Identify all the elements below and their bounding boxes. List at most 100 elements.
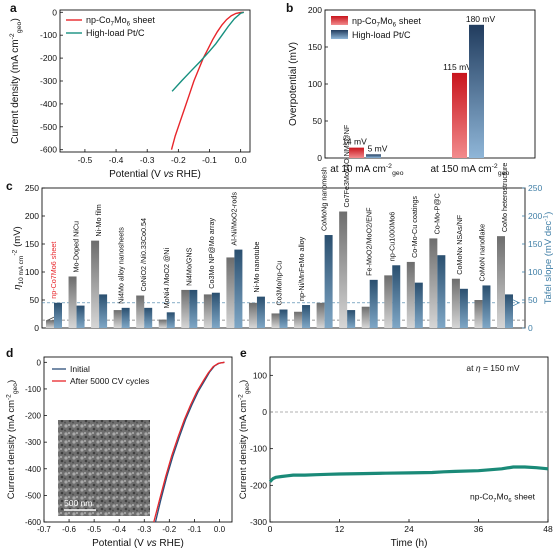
legend-label-after: After 5000 CV cycles (70, 376, 149, 386)
bar-tafel (505, 294, 513, 328)
y-tick-label-right: 0 (528, 323, 533, 333)
y-tick-label: 50 (313, 116, 323, 126)
y-tick-label-left: 100 (25, 267, 39, 277)
bar-overpotential (248, 302, 257, 328)
y-tick-label: 0 (37, 358, 42, 367)
bar-overpotential (203, 294, 212, 328)
bar-tafel (211, 292, 220, 328)
bar-tafel (279, 309, 288, 328)
y-axis-label: Current density (mA cm-2 geo ) (9, 18, 23, 144)
bar-overpotential (226, 257, 235, 328)
panel-c: c 0 0 50 50 100 100 150 150 200 200 250 250 np-Co7Mo6… (6, 124, 554, 333)
bar-tafel (256, 296, 265, 328)
y-axis-label-left: η10 mA cm -2 (mV) (11, 226, 24, 289)
x-tick-label: 0.0 (235, 155, 247, 165)
bar-overpotential (339, 211, 348, 328)
series-line-stability (268, 465, 549, 483)
bar-tafel (234, 249, 243, 328)
y-tick-label-left: 50 (30, 295, 40, 305)
series-line-pt (171, 11, 244, 92)
bar-tafel (121, 307, 130, 328)
y-tick-label: 100 (253, 370, 267, 380)
y-tick-label-right: 100 (528, 267, 542, 277)
category-label: MoNi4 /MoO2 @Ni (162, 248, 171, 309)
x-tick-label: 36 (474, 524, 484, 534)
y-tick-label: 0 (262, 407, 267, 417)
bar-overpotential (429, 238, 438, 328)
series-line-init (154, 361, 225, 523)
y-tick-label: -500 (25, 491, 42, 500)
y-tick-label: -200 (250, 480, 267, 490)
y-tick-label-right: 50 (528, 295, 538, 305)
series-label: np-Co7 Mo6 sheet (470, 491, 536, 504)
category-label: CoMoNx NSAs/NF (455, 214, 464, 275)
panel-b: b 0 50 100 150 200 Overpotential (mV) 14 mV5 mV… (286, 1, 536, 177)
bar-overpotential (497, 236, 505, 328)
y-tick-label: 200 (308, 5, 322, 15)
bar-tafel (369, 279, 378, 328)
y-tick-label-left: 200 (25, 211, 39, 221)
bar-tafel (76, 305, 85, 328)
x-tick-label: 0.0 (214, 525, 226, 534)
x-tick-label: -0.3 (140, 155, 155, 165)
y-tick-label-left: 0 (34, 323, 39, 333)
legend-label-np: np-Co7 Mo6 sheet (352, 16, 421, 29)
y-tick-label: -200 (25, 412, 42, 421)
category-label: Ni-Mo nanotube (252, 241, 261, 292)
bar-overpotential (91, 240, 100, 328)
bar-overpotential (384, 275, 393, 328)
panel-letter-d: d (6, 346, 13, 360)
bar-overpotential (271, 313, 280, 328)
bar-overpotential (361, 306, 370, 328)
y-tick-label: -300 (250, 517, 267, 527)
bar-overpotential (451, 278, 460, 328)
bar-value-label: 180 mV (466, 14, 496, 24)
group-label: at 10 mA cm-2 geo (330, 163, 404, 177)
y-tick-label: -500 (40, 122, 57, 132)
legend-label-np: np-Co7 Mo6 sheet (86, 15, 155, 28)
bar-tafel (166, 312, 175, 328)
category-label: CoMo heterostructure (500, 163, 509, 233)
y-tick-label-left: 150 (25, 239, 39, 249)
category-label: Co-Mo-P@C (432, 193, 441, 234)
y-tick-label: 0 (52, 7, 57, 17)
y-tick-label: -600 (40, 145, 57, 155)
category-label: Al-Ni/MoO2-rods (229, 192, 238, 246)
legend-label-pt: High-load Pt/C (352, 30, 411, 40)
x-tick-label: -0.1 (188, 525, 202, 534)
x-tick-label: -0.1 (202, 155, 217, 165)
condition-annotation: at η = 150 mV (466, 363, 519, 373)
series-line-np (170, 11, 244, 150)
bar-tafel (414, 282, 423, 328)
right-arrow-icon (512, 299, 520, 307)
panel-a: a -0.5 -0.4 -0.3 -0.2 -0.1 0.0 -600 -500 -400 -300… (9, 1, 251, 180)
category-label: Fe-MoO2/MoO2/ENF (365, 207, 374, 276)
sem-inset-image (58, 420, 150, 516)
y-tick-label: -400 (40, 99, 57, 109)
y-axis-label: Current density (mA cm-2 geo ) (5, 380, 18, 499)
y-tick-label: -300 (25, 438, 42, 447)
category-label: Co3Mo NP@Mo array (207, 218, 216, 289)
category-label: np-Cu1000Mo6 (387, 212, 396, 262)
bar-overpotential (136, 295, 145, 328)
category-label: Co3Mo/np-Cu (275, 261, 284, 306)
y-tick-label: -600 (25, 518, 42, 527)
bar-tafel (459, 288, 468, 328)
bar-tafel (482, 285, 491, 328)
bar-np (349, 147, 364, 158)
bar-overpotential (474, 300, 483, 328)
bar-value-label: 115 mV (443, 62, 472, 72)
category-label: np-Co7Mo6 sheet (49, 242, 58, 299)
bar-value-label: 14 mV (342, 137, 367, 147)
bar-pt (366, 154, 381, 158)
category-label: CoMoN nanoflake (477, 224, 486, 282)
y-tick-label: 0 (317, 153, 322, 163)
panel-d: d -0.7 -0.6 -0.5 -0.4 -0.3 -0.2 -0.1 0.0 -600 -500… (5, 346, 233, 549)
bar-value-label: 5 mV (368, 143, 388, 153)
y-tick-label-right: 150 (528, 239, 542, 249)
panel-letter-b: b (286, 1, 293, 15)
bar-overpotential (316, 302, 325, 328)
y-tick-label: -400 (25, 465, 42, 474)
legend-label-pt: High-load Pt/C (86, 28, 145, 38)
